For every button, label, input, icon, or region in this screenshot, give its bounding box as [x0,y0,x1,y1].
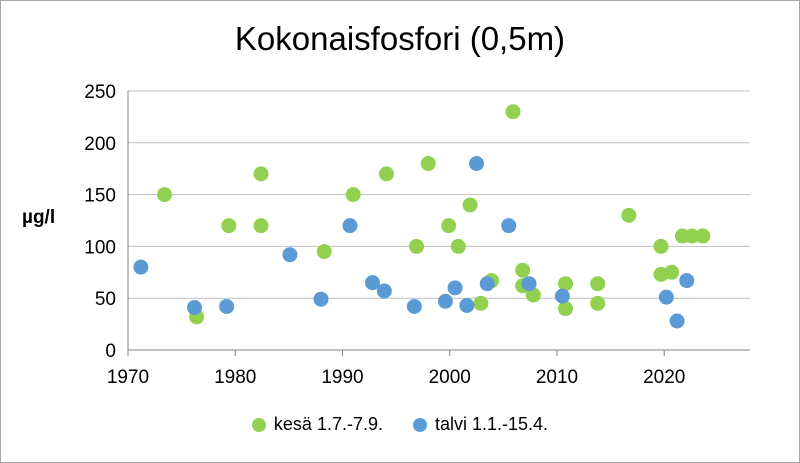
point-kesa [621,207,637,223]
point-kesa [653,238,669,254]
point-talvi [679,273,695,289]
point-kesa [664,264,680,280]
x-tick-label: 1990 [321,367,363,388]
point-kesa [515,262,531,278]
legend: kesä 1.7.-7.9. talvi 1.1.-15.4. [0,414,800,435]
gridlines [128,90,750,299]
point-kesa [450,238,466,254]
point-talvi [669,313,685,329]
point-kesa [695,228,711,244]
legend-label-kesa: kesä 1.7.-7.9. [273,414,383,434]
point-talvi [479,276,495,292]
point-talvi [342,218,358,234]
point-kesa [408,238,424,254]
point-kesa [345,187,361,203]
point-kesa [525,287,541,303]
point-kesa [420,156,436,172]
legend-marker-talvi [413,417,427,432]
data-points [133,104,711,329]
point-talvi [219,298,235,314]
point-kesa [473,295,489,311]
point-talvi [469,156,485,172]
point-kesa [558,301,574,317]
x-tick-label: 1980 [214,367,256,388]
y-tick-label: 150 [84,186,116,207]
point-talvi [554,288,570,304]
point-kesa [378,166,394,182]
point-talvi [437,293,453,309]
y-tick-label: 200 [84,134,116,155]
point-kesa [590,295,606,311]
point-kesa [253,218,269,234]
point-talvi [501,218,517,234]
point-talvi [282,247,298,263]
point-kesa [316,244,332,260]
point-talvi [313,291,329,307]
point-kesa [253,166,269,182]
point-talvi [658,289,674,305]
x-tick-label: 2010 [536,367,578,388]
legend-item-talvi: talvi 1.1.-15.4. [413,414,548,435]
point-kesa [221,218,237,234]
legend-item-kesa: kesä 1.7.-7.9. [251,414,383,435]
point-talvi [365,275,381,291]
legend-label-talvi: talvi 1.1.-15.4. [435,414,549,434]
point-kesa [558,276,574,292]
point-kesa [684,228,700,244]
x-tick-label: 2000 [429,367,471,388]
y-tick-label: 0 [105,341,116,362]
chart-title: Kokonaisfosfori (0,5m) [234,20,566,57]
legend-marker-kesa [251,417,266,432]
point-talvi [406,298,422,314]
x-tick-labels: 1970 1980 1990 2000 2010 2020 [107,367,685,388]
x-tick-label: 1970 [107,367,149,388]
axes [127,91,750,356]
point-talvi [376,283,392,299]
point-talvi [133,259,149,275]
point-talvi [186,300,202,316]
point-kesa [462,197,478,213]
y-tick-labels: 0 50 100 150 200 250 [84,82,116,362]
point-talvi [447,280,463,296]
y-tick-label: 250 [84,82,116,103]
x-tick-label: 2020 [643,367,685,388]
point-kesa [505,104,521,120]
y-tick-label: 50 [95,289,116,310]
point-talvi [459,297,475,313]
y-axis-label: µg/l [22,207,56,228]
y-tick-label: 100 [84,237,116,258]
point-kesa [590,276,606,292]
point-kesa [156,187,172,203]
point-talvi [521,276,537,292]
point-kesa [441,218,457,234]
